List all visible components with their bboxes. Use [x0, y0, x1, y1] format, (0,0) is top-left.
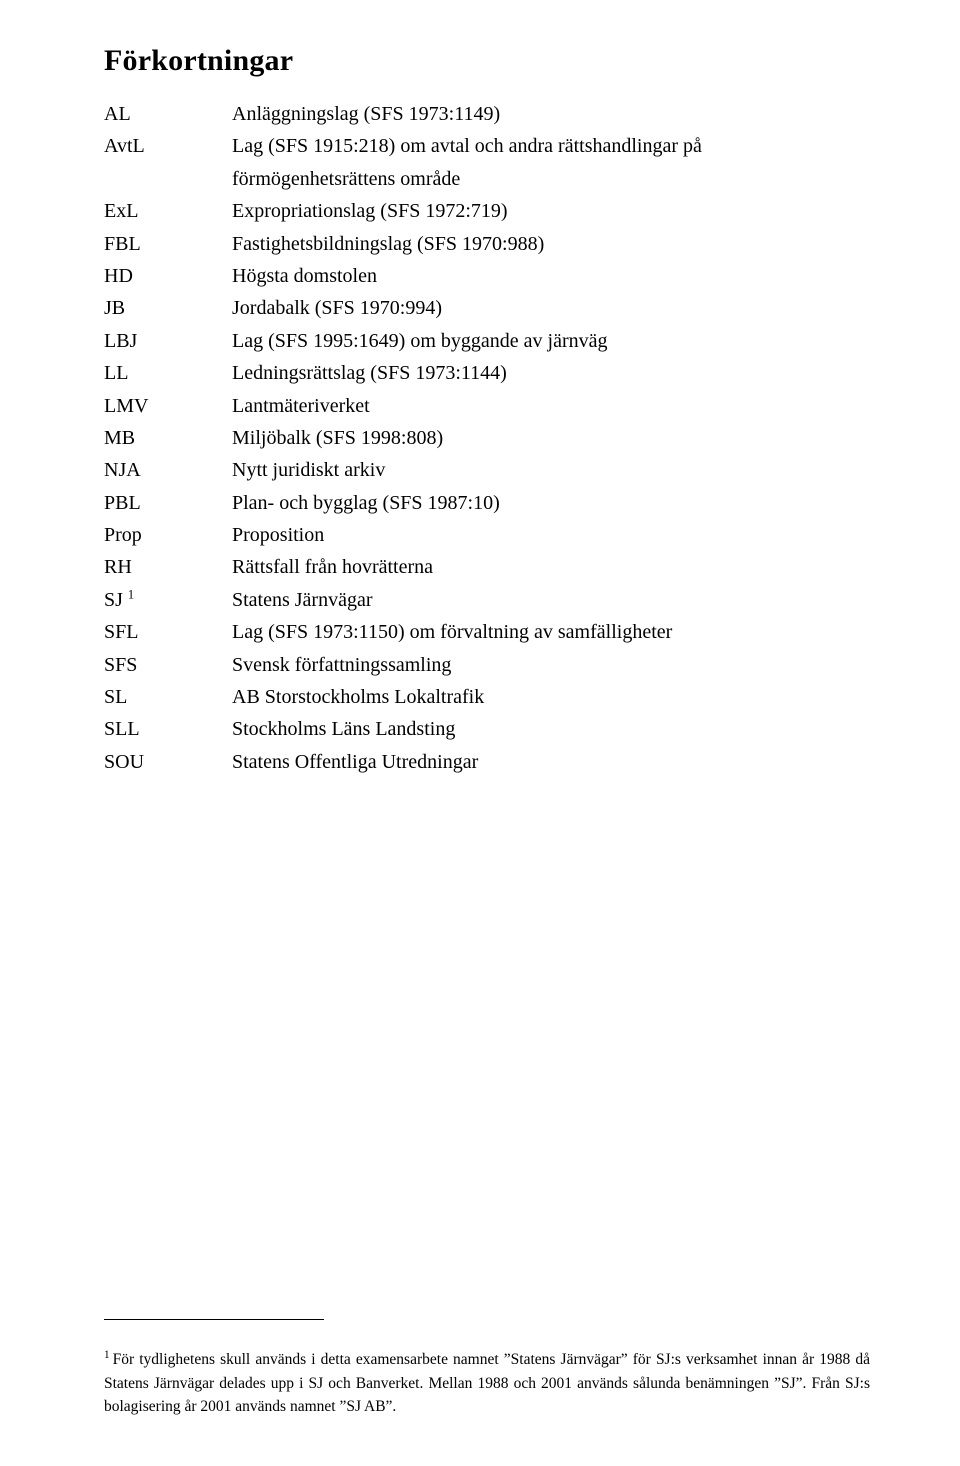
abbr-term: JB — [104, 292, 232, 324]
abbr-definition: Ledningsrättslag (SFS 1973:1144) — [232, 357, 870, 389]
abbr-definition: Rättsfall från hovrätterna — [232, 551, 870, 583]
abbr-row: FBL Fastighetsbildningslag (SFS 1970:988… — [104, 228, 870, 260]
abbr-term: ExL — [104, 195, 232, 227]
abbr-row: JB Jordabalk (SFS 1970:994) — [104, 292, 870, 324]
footnote: 1För tydlighetens skull används i detta … — [104, 1348, 870, 1418]
abbr-row: SFL Lag (SFS 1973:1150) om förvaltning a… — [104, 616, 870, 648]
abbr-term: AL — [104, 98, 232, 130]
abbr-definition: Högsta domstolen — [232, 260, 870, 292]
abbr-definition: Statens Järnvägar — [232, 584, 870, 616]
abbr-row: SOU Statens Offentliga Utredningar — [104, 746, 870, 778]
abbr-term: LMV — [104, 390, 232, 422]
abbr-row: AvtL Lag (SFS 1915:218) om avtal och and… — [104, 130, 870, 195]
abbr-definition: Nytt juridiskt arkiv — [232, 454, 870, 486]
abbr-definition: AB Storstockholms Lokaltrafik — [232, 681, 870, 713]
abbr-row: HD Högsta domstolen — [104, 260, 870, 292]
abbr-definition: Fastighetsbildningslag (SFS 1970:988) — [232, 228, 870, 260]
footnote-separator — [104, 1319, 324, 1320]
abbr-term: Prop — [104, 519, 232, 551]
abbr-term: MB — [104, 422, 232, 454]
abbr-term: RH — [104, 551, 232, 583]
abbr-row: SL AB Storstockholms Lokaltrafik — [104, 681, 870, 713]
abbr-definition: Anläggningslag (SFS 1973:1149) — [232, 98, 870, 130]
abbr-term: LBJ — [104, 325, 232, 357]
abbr-row: SJ 1 Statens Järnvägar — [104, 584, 870, 616]
abbr-term: NJA — [104, 454, 232, 486]
abbr-term: FBL — [104, 228, 232, 260]
page-title: Förkortningar — [104, 44, 870, 78]
abbr-row: ExL Expropriationslag (SFS 1972:719) — [104, 195, 870, 227]
footnote-text: För tydlighetens skull används i detta e… — [104, 1351, 870, 1415]
abbr-term: SFS — [104, 649, 232, 681]
abbr-row: PBL Plan- och bygglag (SFS 1987:10) — [104, 487, 870, 519]
abbr-term: SL — [104, 681, 232, 713]
abbr-term: SJ 1 — [104, 584, 232, 616]
footnote-ref: 1 — [128, 587, 134, 601]
abbr-row: LMV Lantmäteriverket — [104, 390, 870, 422]
abbr-term: SFL — [104, 616, 232, 648]
abbr-definition: Miljöbalk (SFS 1998:808) — [232, 422, 870, 454]
abbr-definition: Expropriationslag (SFS 1972:719) — [232, 195, 870, 227]
abbr-definition: Plan- och bygglag (SFS 1987:10) — [232, 487, 870, 519]
abbr-definition: Stockholms Läns Landsting — [232, 713, 870, 745]
abbr-row: SFS Svensk författningssamling — [104, 649, 870, 681]
abbr-term: LL — [104, 357, 232, 389]
abbr-row: MB Miljöbalk (SFS 1998:808) — [104, 422, 870, 454]
abbr-term: HD — [104, 260, 232, 292]
abbr-row: LL Ledningsrättslag (SFS 1973:1144) — [104, 357, 870, 389]
abbr-row: SLL Stockholms Läns Landsting — [104, 713, 870, 745]
abbr-definition: Lag (SFS 1973:1150) om förvaltning av sa… — [232, 616, 870, 648]
abbr-definition: Lag (SFS 1995:1649) om byggande av järnv… — [232, 325, 870, 357]
abbr-definition: Svensk författningssamling — [232, 649, 870, 681]
abbr-row: AL Anläggningslag (SFS 1973:1149) — [104, 98, 870, 130]
abbr-definition: Lantmäteriverket — [232, 390, 870, 422]
abbr-row: LBJ Lag (SFS 1995:1649) om byggande av j… — [104, 325, 870, 357]
abbr-row: Prop Proposition — [104, 519, 870, 551]
abbr-term: PBL — [104, 487, 232, 519]
abbr-definition: Jordabalk (SFS 1970:994) — [232, 292, 870, 324]
abbr-definition: Statens Offentliga Utredningar — [232, 746, 870, 778]
abbr-definition: Proposition — [232, 519, 870, 551]
abbr-term: AvtL — [104, 130, 232, 195]
abbr-text: SJ — [104, 589, 123, 611]
abbreviations-list: AL Anläggningslag (SFS 1973:1149) AvtL L… — [104, 98, 870, 778]
abbr-term: SOU — [104, 746, 232, 778]
abbr-term: SLL — [104, 713, 232, 745]
abbr-row: RH Rättsfall från hovrätterna — [104, 551, 870, 583]
abbr-definition: Lag (SFS 1915:218) om avtal och andra rä… — [232, 130, 870, 195]
page: Förkortningar AL Anläggningslag (SFS 197… — [0, 0, 960, 1466]
abbr-row: NJA Nytt juridiskt arkiv — [104, 454, 870, 486]
footnote-number: 1 — [104, 1349, 113, 1361]
